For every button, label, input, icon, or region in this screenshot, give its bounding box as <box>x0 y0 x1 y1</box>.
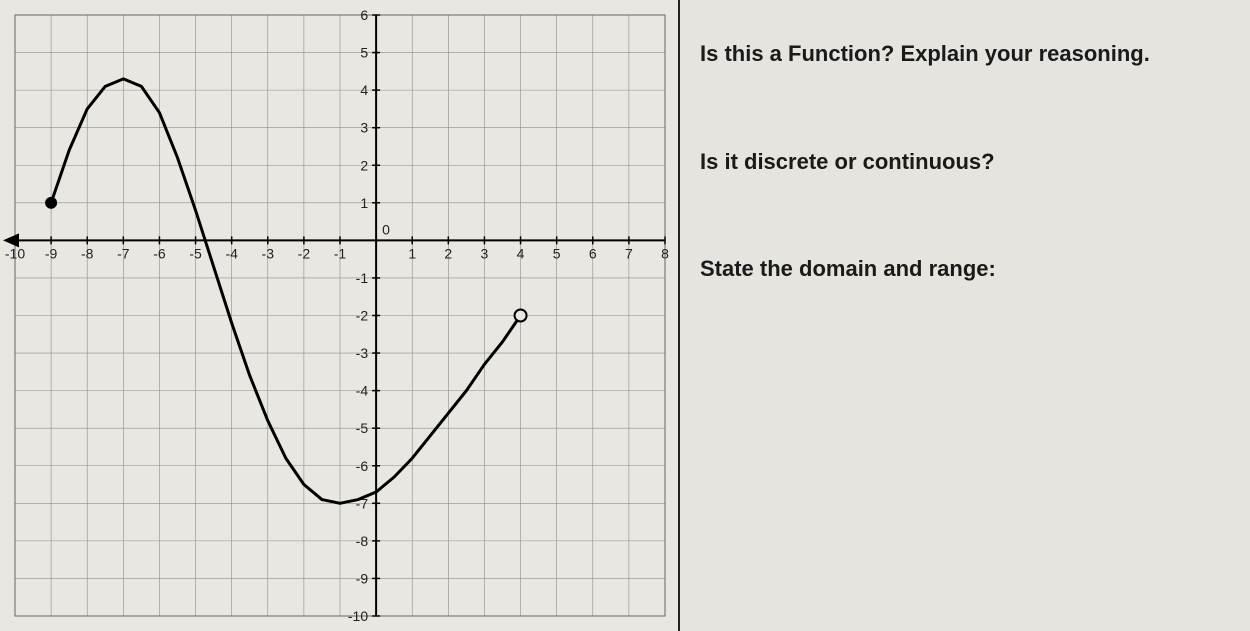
questions-panel: Is this a Function? Explain your reasoni… <box>680 0 1250 631</box>
svg-text:2: 2 <box>360 157 368 173</box>
svg-text:-5: -5 <box>189 245 202 261</box>
svg-text:0: 0 <box>382 221 390 237</box>
svg-text:-8: -8 <box>356 533 369 549</box>
svg-text:-3: -3 <box>356 345 369 361</box>
svg-text:-8: -8 <box>81 245 94 261</box>
svg-text:4: 4 <box>360 82 368 98</box>
function-graph: -10-9-8-7-6-5-4-3-2-1012345678-10-9-8-7-… <box>0 0 680 631</box>
svg-text:6: 6 <box>360 7 368 23</box>
svg-text:4: 4 <box>517 245 525 261</box>
svg-text:-9: -9 <box>45 245 58 261</box>
svg-text:-5: -5 <box>356 420 369 436</box>
question-discrete-continuous: Is it discrete or continuous? <box>700 148 1234 176</box>
svg-text:-10: -10 <box>348 608 368 624</box>
question-is-function: Is this a Function? Explain your reasoni… <box>700 40 1234 68</box>
svg-text:7: 7 <box>625 245 633 261</box>
svg-text:-6: -6 <box>356 458 369 474</box>
svg-text:5: 5 <box>553 245 561 261</box>
svg-text:-7: -7 <box>117 245 130 261</box>
svg-text:-2: -2 <box>356 308 369 324</box>
svg-text:-1: -1 <box>356 270 369 286</box>
svg-text:5: 5 <box>360 45 368 61</box>
svg-text:1: 1 <box>360 195 368 211</box>
svg-text:8: 8 <box>661 245 669 261</box>
svg-text:-10: -10 <box>5 245 25 261</box>
svg-text:-2: -2 <box>298 245 311 261</box>
svg-text:3: 3 <box>481 245 489 261</box>
svg-text:-1: -1 <box>334 245 347 261</box>
svg-text:3: 3 <box>360 120 368 136</box>
question-domain-range: State the domain and range: <box>700 255 1234 283</box>
svg-text:6: 6 <box>589 245 597 261</box>
graph-panel: -10-9-8-7-6-5-4-3-2-1012345678-10-9-8-7-… <box>0 0 680 631</box>
svg-text:2: 2 <box>444 245 452 261</box>
svg-text:-4: -4 <box>356 383 369 399</box>
svg-text:-3: -3 <box>262 245 275 261</box>
svg-text:-4: -4 <box>225 245 238 261</box>
svg-text:-6: -6 <box>153 245 166 261</box>
svg-text:1: 1 <box>408 245 416 261</box>
svg-text:-9: -9 <box>356 570 369 586</box>
